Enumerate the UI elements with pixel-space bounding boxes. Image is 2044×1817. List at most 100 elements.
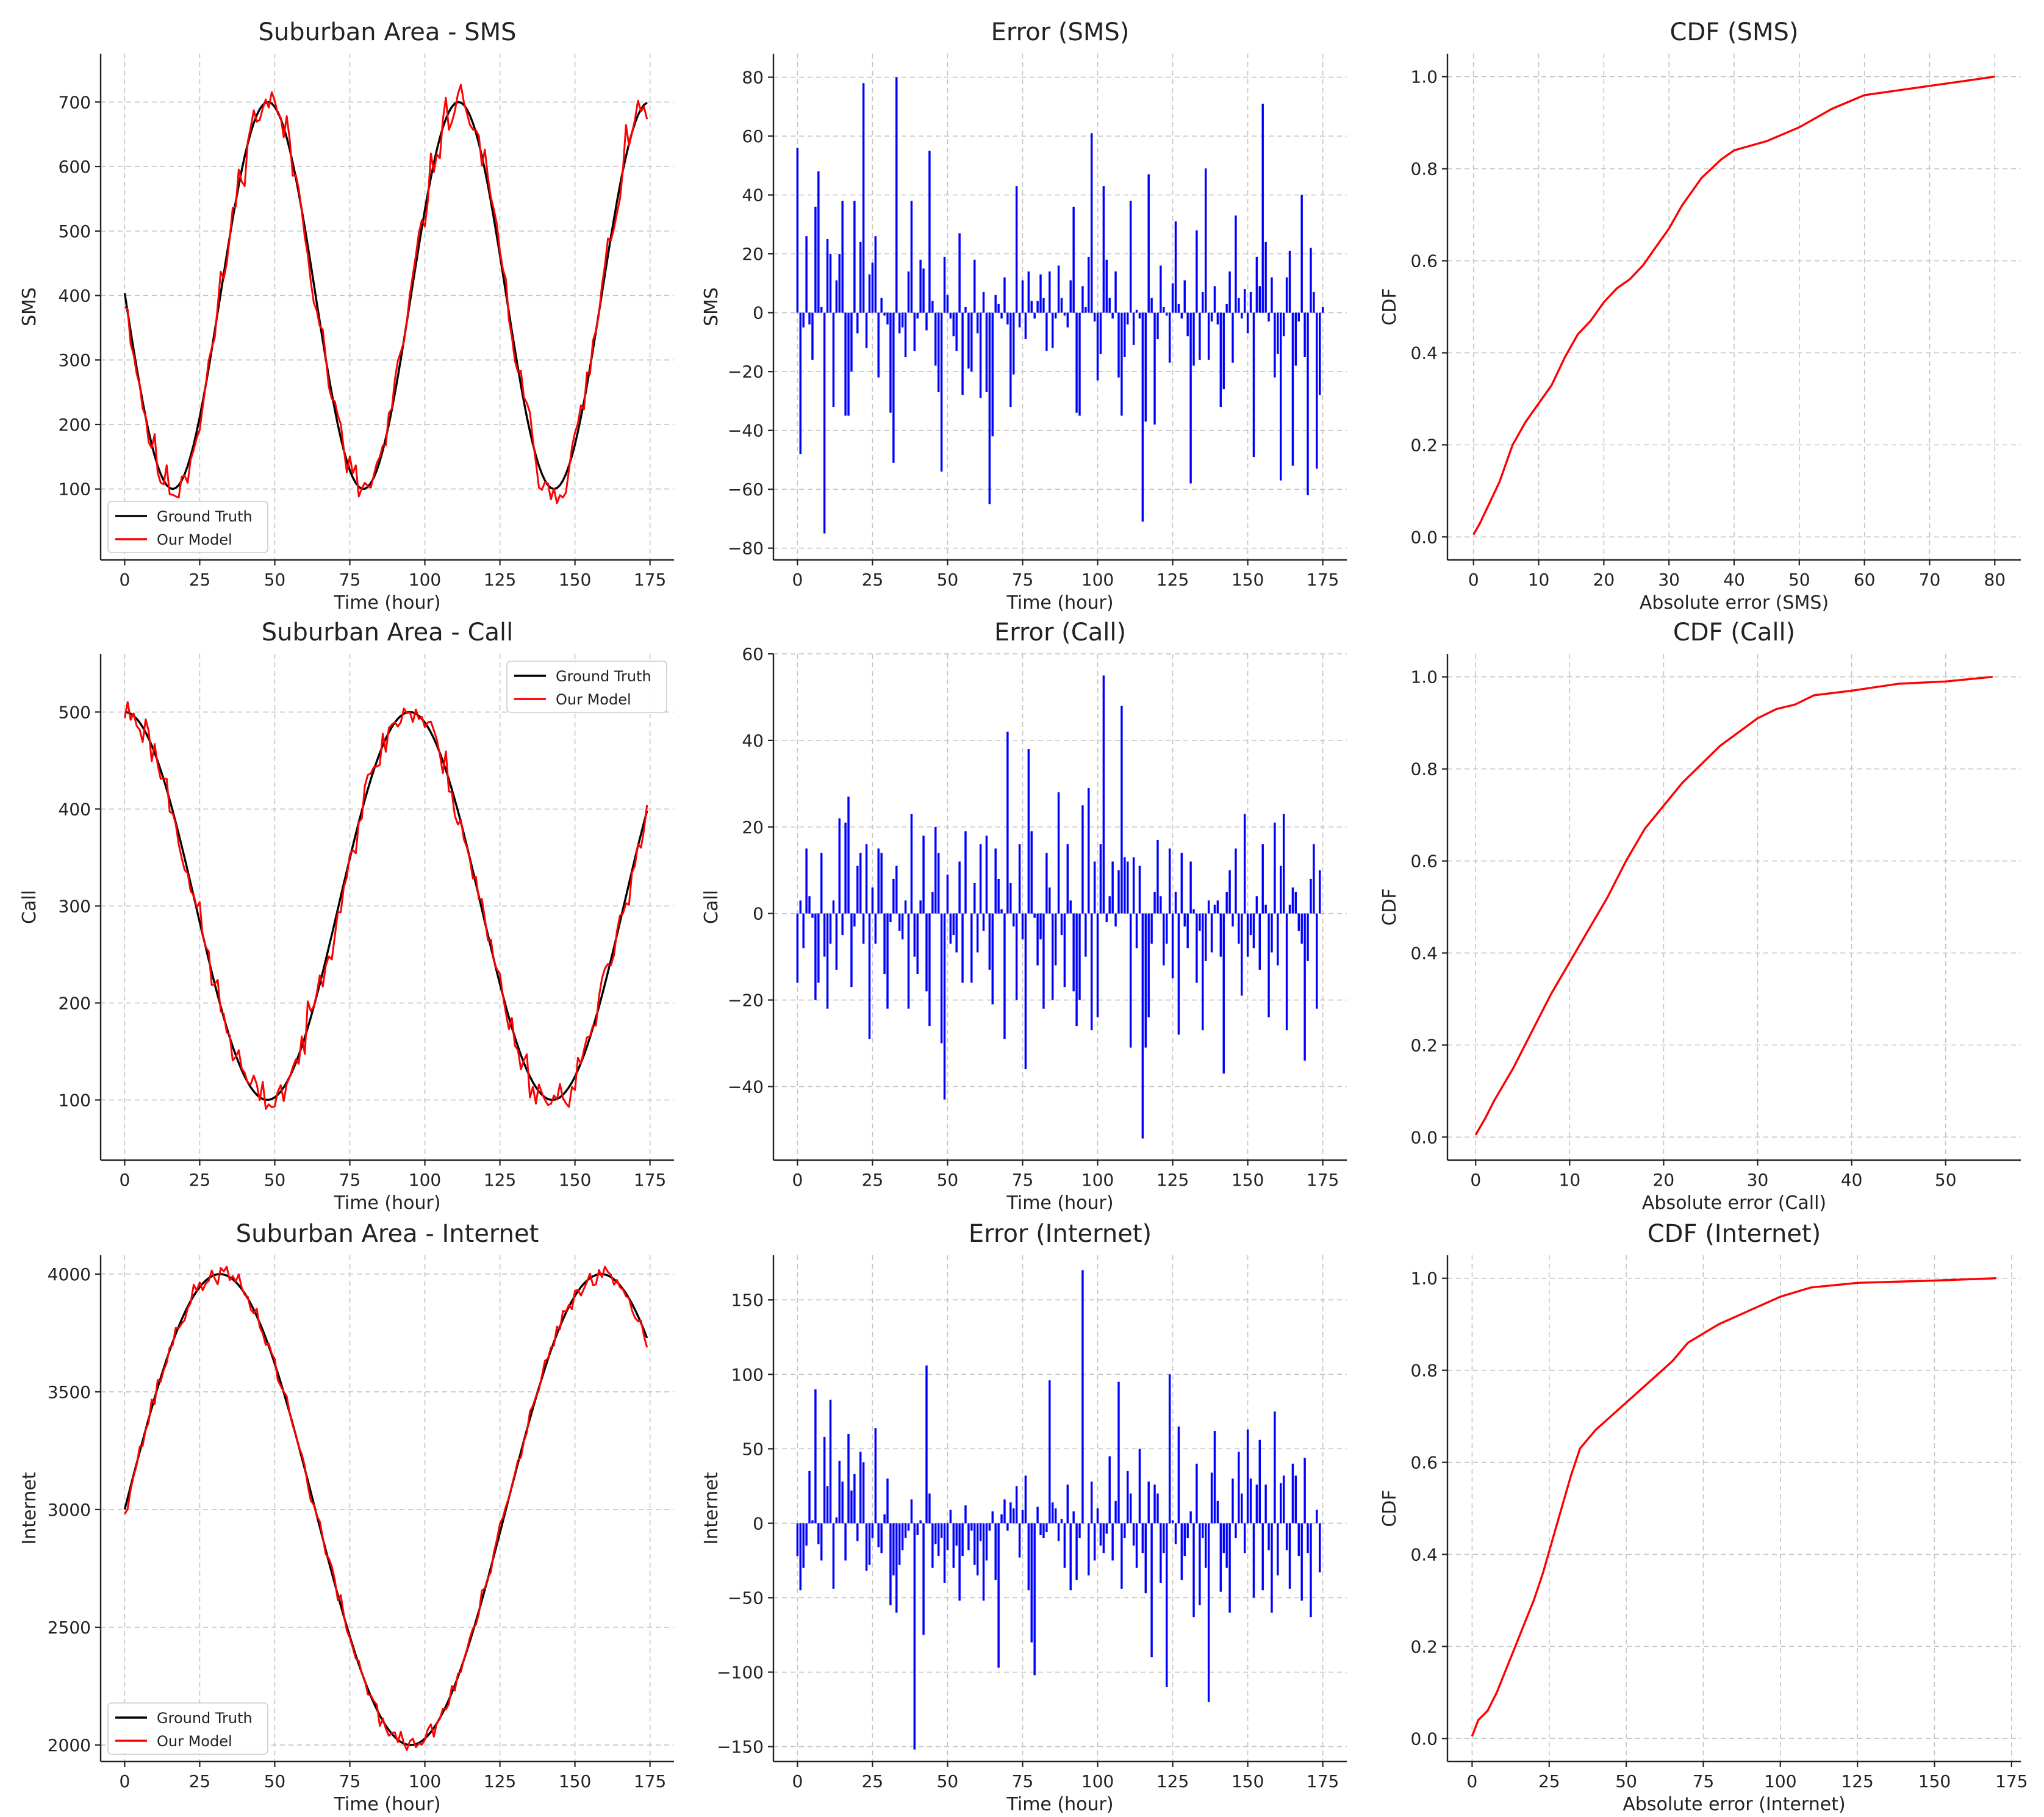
error-bar (1255, 1484, 1258, 1524)
error-bar (958, 233, 961, 313)
error-bar (1160, 1523, 1162, 1583)
error-bar (1243, 1523, 1246, 1554)
error-bar (865, 844, 868, 914)
error-bar (823, 312, 826, 534)
error-bar (916, 913, 919, 974)
error-bar (952, 913, 955, 936)
error-bar (1300, 195, 1303, 313)
x-tick-label: 50 (264, 570, 286, 590)
error-bar (1069, 1523, 1072, 1591)
error-bar (1078, 913, 1081, 1000)
error-bar (907, 913, 910, 1009)
error-bar (1135, 309, 1138, 313)
x-tick-label: 10 (1528, 570, 1550, 590)
error-bar (982, 1523, 985, 1601)
error-bar (964, 1505, 967, 1524)
error-bar (817, 171, 820, 313)
error-bar (1204, 913, 1207, 961)
error-bar (1009, 1502, 1012, 1524)
x-tick-label: 100 (1081, 1170, 1114, 1190)
error-bar (967, 1523, 970, 1550)
x-tick-label: 20 (1593, 570, 1615, 590)
error-bar (1138, 1449, 1141, 1524)
error-bar (1210, 312, 1213, 322)
error-bar (1018, 312, 1021, 328)
error-bar (982, 292, 985, 313)
error-bar (817, 1523, 820, 1544)
error-bar (1313, 292, 1315, 313)
error-bar (1243, 289, 1246, 313)
error-bar (1132, 1523, 1135, 1546)
panel-sms-cdf: 0 10 20 30 40 50 60 70 80 0.0 0.2 0.4 0.6 0.8 1.0 CDF (… (1379, 18, 2021, 614)
error-bar (1310, 248, 1312, 313)
error-bar (1177, 913, 1180, 1035)
error-bar (880, 853, 883, 914)
error-bar (877, 1523, 880, 1547)
error-bar (1274, 822, 1276, 914)
error-bar (1121, 312, 1123, 416)
error-bar (1021, 913, 1024, 940)
error-bar (847, 312, 850, 416)
error-bar (1045, 312, 1048, 351)
error-bar (1291, 312, 1294, 466)
error-bar (976, 1523, 979, 1575)
error-bar (1228, 271, 1231, 313)
x-tick-label: 125 (1841, 1771, 1873, 1791)
error-bar (1316, 1510, 1318, 1524)
error-bar (838, 254, 841, 313)
error-bar (1111, 861, 1114, 914)
error-bar (1252, 312, 1255, 457)
error-bar (844, 312, 847, 416)
error-bar (1165, 1523, 1168, 1687)
error-bar (1088, 787, 1090, 914)
error-bar (1268, 1523, 1270, 1550)
error-bar (1150, 298, 1153, 313)
x-tick-label: 150 (559, 570, 591, 590)
error-bar (955, 913, 958, 953)
error-bar (916, 312, 919, 319)
x-tick-label: 50 (937, 570, 959, 590)
legend-label: Ground Truth (556, 668, 651, 685)
panel-call-series: 0 25 50 75 100 125 150 175 100 200 300 400 500 Suburb… (19, 618, 674, 1214)
error-bar (1192, 909, 1195, 914)
error-bar (1129, 913, 1132, 1048)
error-bar (979, 844, 982, 914)
error-bar (1219, 1523, 1222, 1592)
y-tick-label: −60 (728, 479, 764, 500)
error-bar (1138, 865, 1141, 914)
y-tick-label: 2000 (48, 1735, 91, 1755)
y-tick-label: 0.2 (1410, 1636, 1438, 1657)
error-bar (1060, 1519, 1063, 1524)
error-bar (1030, 1523, 1033, 1643)
error-bar (1102, 1523, 1105, 1554)
x-tick-label: 150 (559, 1771, 591, 1791)
error-bar (1204, 1523, 1207, 1568)
error-bar (874, 913, 877, 944)
error-bar (1297, 913, 1300, 931)
error-bar (1024, 1475, 1027, 1524)
x-tick-label: 100 (1764, 1771, 1796, 1791)
error-bar (970, 913, 973, 983)
error-bar (1121, 706, 1123, 914)
error-bar (937, 312, 940, 392)
error-bar (889, 913, 892, 922)
error-bar (1189, 312, 1192, 484)
error-bar (1165, 312, 1168, 316)
error-bar (1232, 913, 1234, 926)
y-tick-label: −80 (728, 539, 764, 559)
error-bar (1261, 104, 1264, 313)
error-bar (1105, 1523, 1108, 1534)
error-bar (1199, 1523, 1201, 1605)
error-bar (928, 151, 931, 313)
error-bar (886, 913, 889, 1009)
error-bar (937, 853, 940, 914)
y-tick-label: 0.8 (1410, 1361, 1438, 1381)
error-bar (1183, 280, 1186, 313)
error-bar (1105, 259, 1108, 313)
error-bar (1177, 1426, 1180, 1524)
error-bar (1318, 870, 1321, 914)
error-bar (1235, 215, 1237, 313)
panel-call-cdf: 0 10 20 30 40 50 0.0 0.2 0.4 0.6 0.8 1.0 CDF (Call) A… (1379, 618, 2021, 1214)
error-bar (1294, 892, 1297, 914)
y-tick-label: 20 (742, 817, 764, 837)
